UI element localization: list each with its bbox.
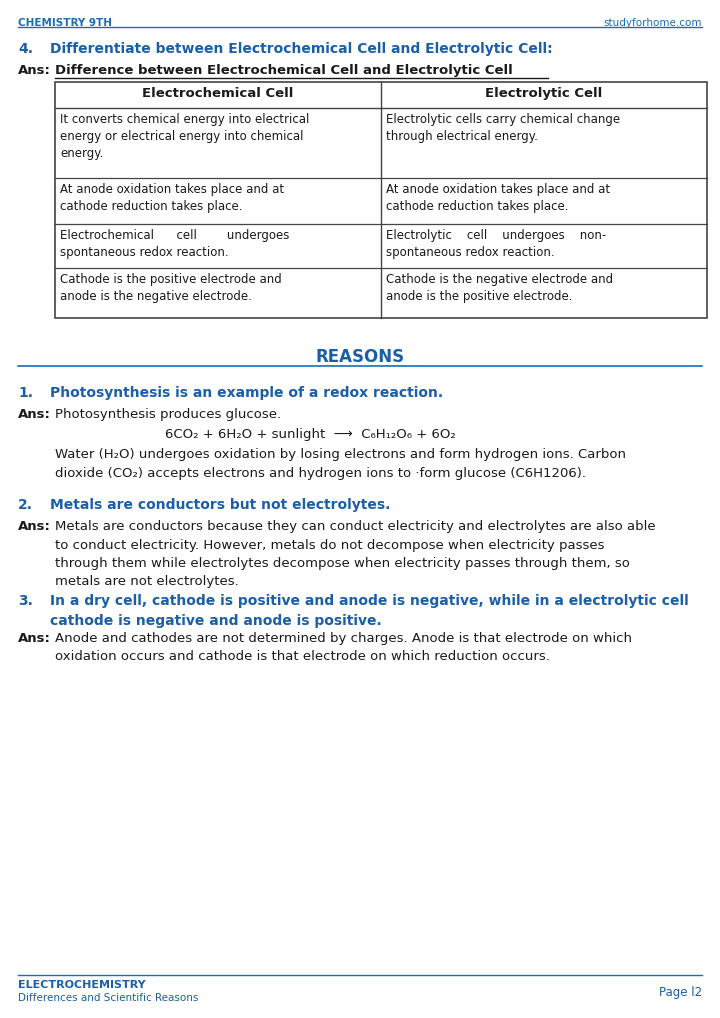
- Text: 4.: 4.: [18, 42, 33, 56]
- Text: CHEMISTRY 9TH: CHEMISTRY 9TH: [18, 18, 112, 29]
- Text: Photosynthesis produces glucose.: Photosynthesis produces glucose.: [55, 408, 281, 421]
- Text: studyforhome.com: studyforhome.com: [603, 18, 702, 29]
- Text: Cathode is the negative electrode and
anode is the positive electrode.: Cathode is the negative electrode and an…: [386, 273, 613, 303]
- Bar: [55, 82, 707, 318]
- Text: Differences and Scientific Reasons: Differences and Scientific Reasons: [18, 993, 199, 1003]
- Text: Metals are conductors but not electrolytes.: Metals are conductors but not electrolyt…: [50, 498, 390, 512]
- Text: Ans:: Ans:: [18, 632, 51, 645]
- Text: In a dry cell, cathode is positive and anode is negative, while in a electrolyti: In a dry cell, cathode is positive and a…: [50, 593, 689, 627]
- Bar: [55, 82, 707, 318]
- Text: At anode oxidation takes place and at
cathode reduction takes place.: At anode oxidation takes place and at ca…: [60, 183, 284, 213]
- Text: Differentiate between Electrochemical Cell and Electrolytic Cell:: Differentiate between Electrochemical Ce…: [50, 42, 553, 56]
- Text: REASONS: REASONS: [315, 348, 405, 366]
- Text: Electrolytic Cell: Electrolytic Cell: [485, 87, 603, 100]
- Text: 3.: 3.: [18, 593, 33, 608]
- Text: Electrolytic    cell    undergoes    non-
spontaneous redox reaction.: Electrolytic cell undergoes non- spontan…: [386, 229, 606, 259]
- Text: 1.: 1.: [18, 386, 33, 400]
- Text: Photosynthesis is an example of a redox reaction.: Photosynthesis is an example of a redox …: [50, 386, 443, 400]
- Text: 6CO₂ + 6H₂O + sunlight  ⟶  C₆H₁₂O₆ + 6O₂: 6CO₂ + 6H₂O + sunlight ⟶ C₆H₁₂O₆ + 6O₂: [165, 428, 456, 441]
- Text: It converts chemical energy into electrical
energy or electrical energy into che: It converts chemical energy into electri…: [60, 113, 310, 160]
- Text: Anode and cathodes are not determined by charges. Anode is that electrode on whi: Anode and cathodes are not determined by…: [55, 632, 632, 664]
- Text: Electrolytic cells carry chemical change
through electrical energy.: Electrolytic cells carry chemical change…: [386, 113, 620, 143]
- Text: Water (H₂O) undergoes oxidation by losing electrons and form hydrogen ions. Carb: Water (H₂O) undergoes oxidation by losin…: [55, 448, 626, 479]
- Text: Difference between Electrochemical Cell and Electrolytic Cell: Difference between Electrochemical Cell …: [55, 64, 513, 77]
- Text: Ans:: Ans:: [18, 520, 51, 533]
- Text: 2.: 2.: [18, 498, 33, 512]
- Text: Ans:: Ans:: [18, 64, 51, 77]
- Text: Cathode is the positive electrode and
anode is the negative electrode.: Cathode is the positive electrode and an…: [60, 273, 282, 303]
- Text: Page l2: Page l2: [659, 986, 702, 999]
- Text: Electrochemical Cell: Electrochemical Cell: [143, 87, 294, 100]
- Text: Metals are conductors because they can conduct electricity and electrolytes are : Metals are conductors because they can c…: [55, 520, 656, 588]
- Text: Ans:: Ans:: [18, 408, 51, 421]
- Text: ELECTROCHEMISTRY: ELECTROCHEMISTRY: [18, 980, 145, 989]
- Text: Electrochemical      cell        undergoes
spontaneous redox reaction.: Electrochemical cell undergoes spontaneo…: [60, 229, 289, 259]
- Text: At anode oxidation takes place and at
cathode reduction takes place.: At anode oxidation takes place and at ca…: [386, 183, 610, 213]
